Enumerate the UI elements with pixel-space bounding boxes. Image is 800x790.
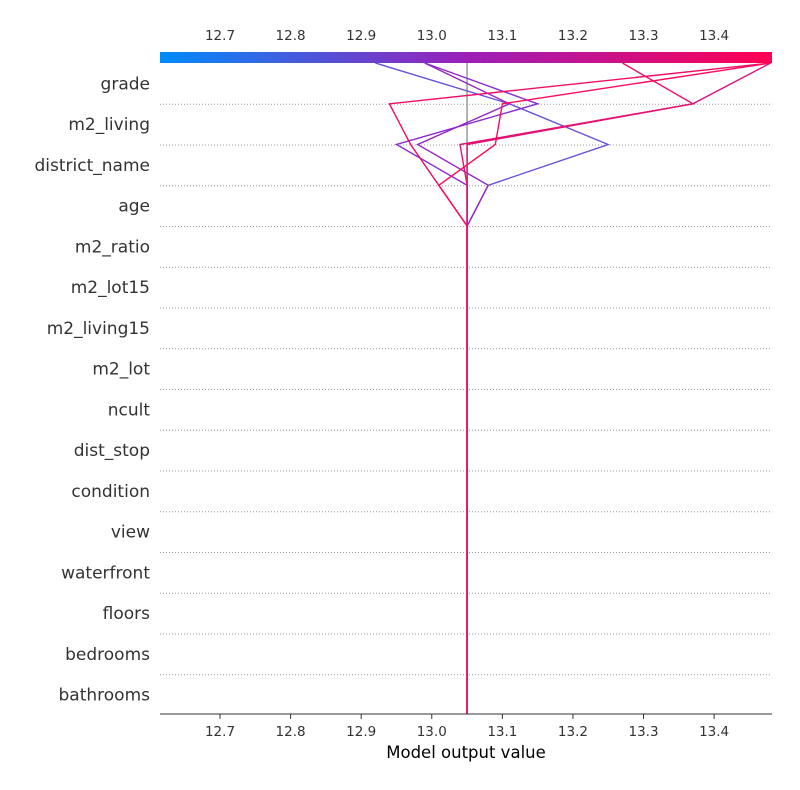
bottom-tick-label: 12.9 <box>346 724 376 740</box>
feature-label-m2_ratio: m2_ratio <box>75 237 150 257</box>
feature-label-view: view <box>111 523 150 543</box>
feature-label-m2_living: m2_living <box>68 115 150 135</box>
feature-label-condition: condition <box>71 482 150 502</box>
top-tick-label: 12.9 <box>346 28 376 44</box>
feature-label-bathrooms: bathrooms <box>59 686 151 706</box>
bottom-tick-label: 12.8 <box>276 724 306 740</box>
feature-label-floors: floors <box>103 604 150 624</box>
feature-label-dist_stop: dist_stop <box>74 441 150 461</box>
top-tick-label: 12.8 <box>276 28 306 44</box>
bottom-tick-label: 12.7 <box>205 724 235 740</box>
top-tick-label: 13.1 <box>487 28 517 44</box>
prediction-line <box>437 62 771 714</box>
prediction-line <box>375 62 611 714</box>
top-tick-label: 13.2 <box>558 28 588 44</box>
bottom-axis-ticks: 12.7 12.8 12.9 13.0 13.1 13.2 13.3 13.4 <box>205 714 729 740</box>
bottom-tick-label: 13.3 <box>628 724 658 740</box>
feature-label-age: age <box>118 197 150 217</box>
top-axis-ticks: 12.7 12.8 12.9 13.0 13.1 13.2 13.3 13.4 <box>205 28 729 44</box>
prediction-lines <box>375 62 771 714</box>
feature-label-waterfront: waterfront <box>61 563 150 583</box>
feature-label-m2_lot15: m2_lot15 <box>71 278 150 298</box>
feature-label-m2_living15: m2_living15 <box>47 319 150 339</box>
color-bar <box>160 52 772 63</box>
feature-label-m2_lot: m2_lot <box>92 360 150 380</box>
bottom-tick-label: 13.1 <box>487 724 517 740</box>
feature-gridlines <box>160 103 772 676</box>
feature-label-ncult: ncult <box>108 400 151 420</box>
feature-label-district_name: district_name <box>35 156 150 176</box>
top-tick-label: 13.4 <box>699 28 729 44</box>
top-tick-label: 13.3 <box>628 28 658 44</box>
prediction-line <box>459 62 695 714</box>
x-axis-title: Model output value <box>386 743 546 762</box>
top-tick-label: 13.0 <box>417 28 447 44</box>
bottom-tick-label: 13.0 <box>417 724 447 740</box>
feature-label-bedrooms: bedrooms <box>65 645 150 665</box>
prediction-line <box>466 62 771 714</box>
bottom-tick-label: 13.2 <box>558 724 588 740</box>
feature-label-grade: grade <box>101 74 150 94</box>
top-tick-label: 12.7 <box>205 28 235 44</box>
bottom-tick-label: 13.4 <box>699 724 729 740</box>
